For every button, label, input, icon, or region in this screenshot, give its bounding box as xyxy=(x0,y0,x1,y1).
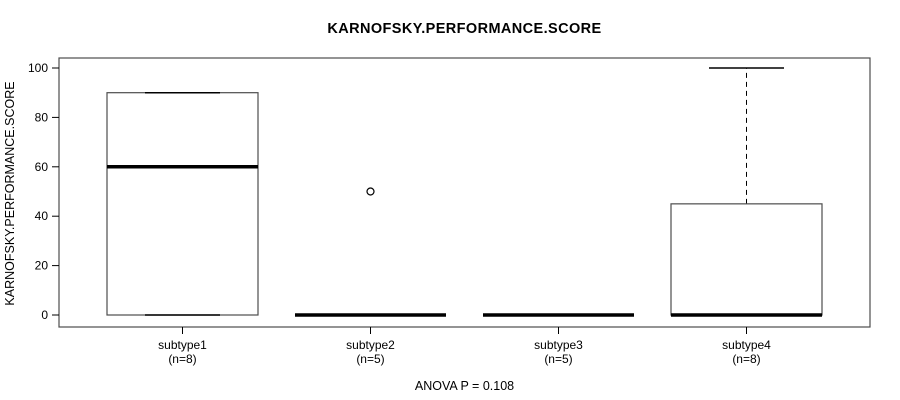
chart-title: KARNOFSKY.PERFORMANCE.SCORE xyxy=(327,21,602,37)
y-tick-label: 80 xyxy=(35,110,49,124)
x-category-label: subtype1 xyxy=(158,338,207,352)
x-category-label: subtype3 xyxy=(534,338,583,352)
x-category-sublabel: (n=5) xyxy=(544,352,572,366)
y-tick-label: 100 xyxy=(28,61,48,75)
y-tick-label: 0 xyxy=(41,308,48,322)
iqr-box xyxy=(670,203,823,316)
y-tick-label: 40 xyxy=(35,209,49,223)
y-tick-label: 20 xyxy=(35,259,49,273)
y-tick-label: 60 xyxy=(35,160,49,174)
x-category-label: subtype4 xyxy=(722,338,771,352)
plot-frame xyxy=(58,57,871,328)
x-category-sublabel: (n=8) xyxy=(732,352,760,366)
x-category-sublabel: (n=5) xyxy=(356,352,384,366)
x-category-sublabel: (n=8) xyxy=(168,352,196,366)
iqr-box xyxy=(106,92,259,316)
outlier-point xyxy=(366,187,375,196)
anova-annotation: ANOVA P = 0.108 xyxy=(414,379,515,393)
x-category-label: subtype2 xyxy=(346,338,395,352)
